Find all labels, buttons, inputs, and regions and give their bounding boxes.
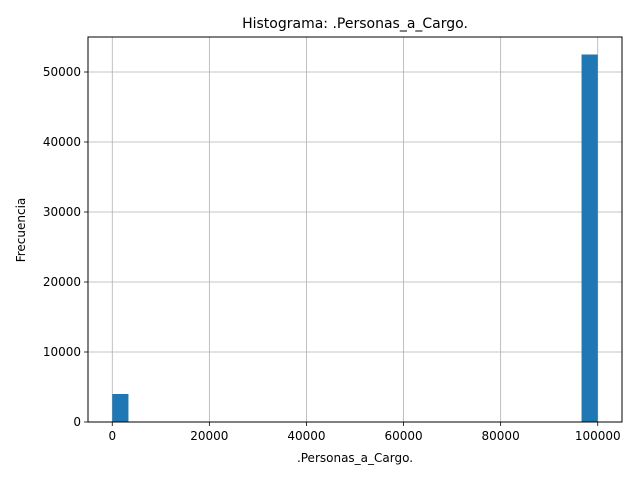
y-tick-label: 20000 xyxy=(43,275,81,289)
y-tick-label: 50000 xyxy=(43,65,81,79)
grid-layer xyxy=(88,37,622,423)
x-tick-label: 40000 xyxy=(287,429,325,443)
x-tick-label: 0 xyxy=(108,429,116,443)
x-axis-label: .Personas_a_Cargo. xyxy=(297,451,413,465)
x-tick-label: 60000 xyxy=(384,429,422,443)
y-axis-label: Frecuencia xyxy=(14,198,28,263)
bar-layer xyxy=(112,54,598,422)
y-tick-label: 0 xyxy=(73,415,81,429)
chart-title: Histograma: .Personas_a_Cargo. xyxy=(242,16,468,32)
y-tick-label: 40000 xyxy=(43,135,81,149)
x-tick-label: 20000 xyxy=(190,429,228,443)
plot-frame xyxy=(87,36,623,423)
x-tick-label: 100000 xyxy=(575,429,621,443)
histogram-bar xyxy=(112,394,129,422)
tick-layer: 0 20000 40000 60000 80000 100000 0 10000 20000 30… xyxy=(43,65,621,443)
y-tick-label: 10000 xyxy=(43,345,81,359)
histogram-bar xyxy=(581,54,598,422)
y-tick-label: 30000 xyxy=(43,205,81,219)
x-tick-label: 80000 xyxy=(482,429,520,443)
